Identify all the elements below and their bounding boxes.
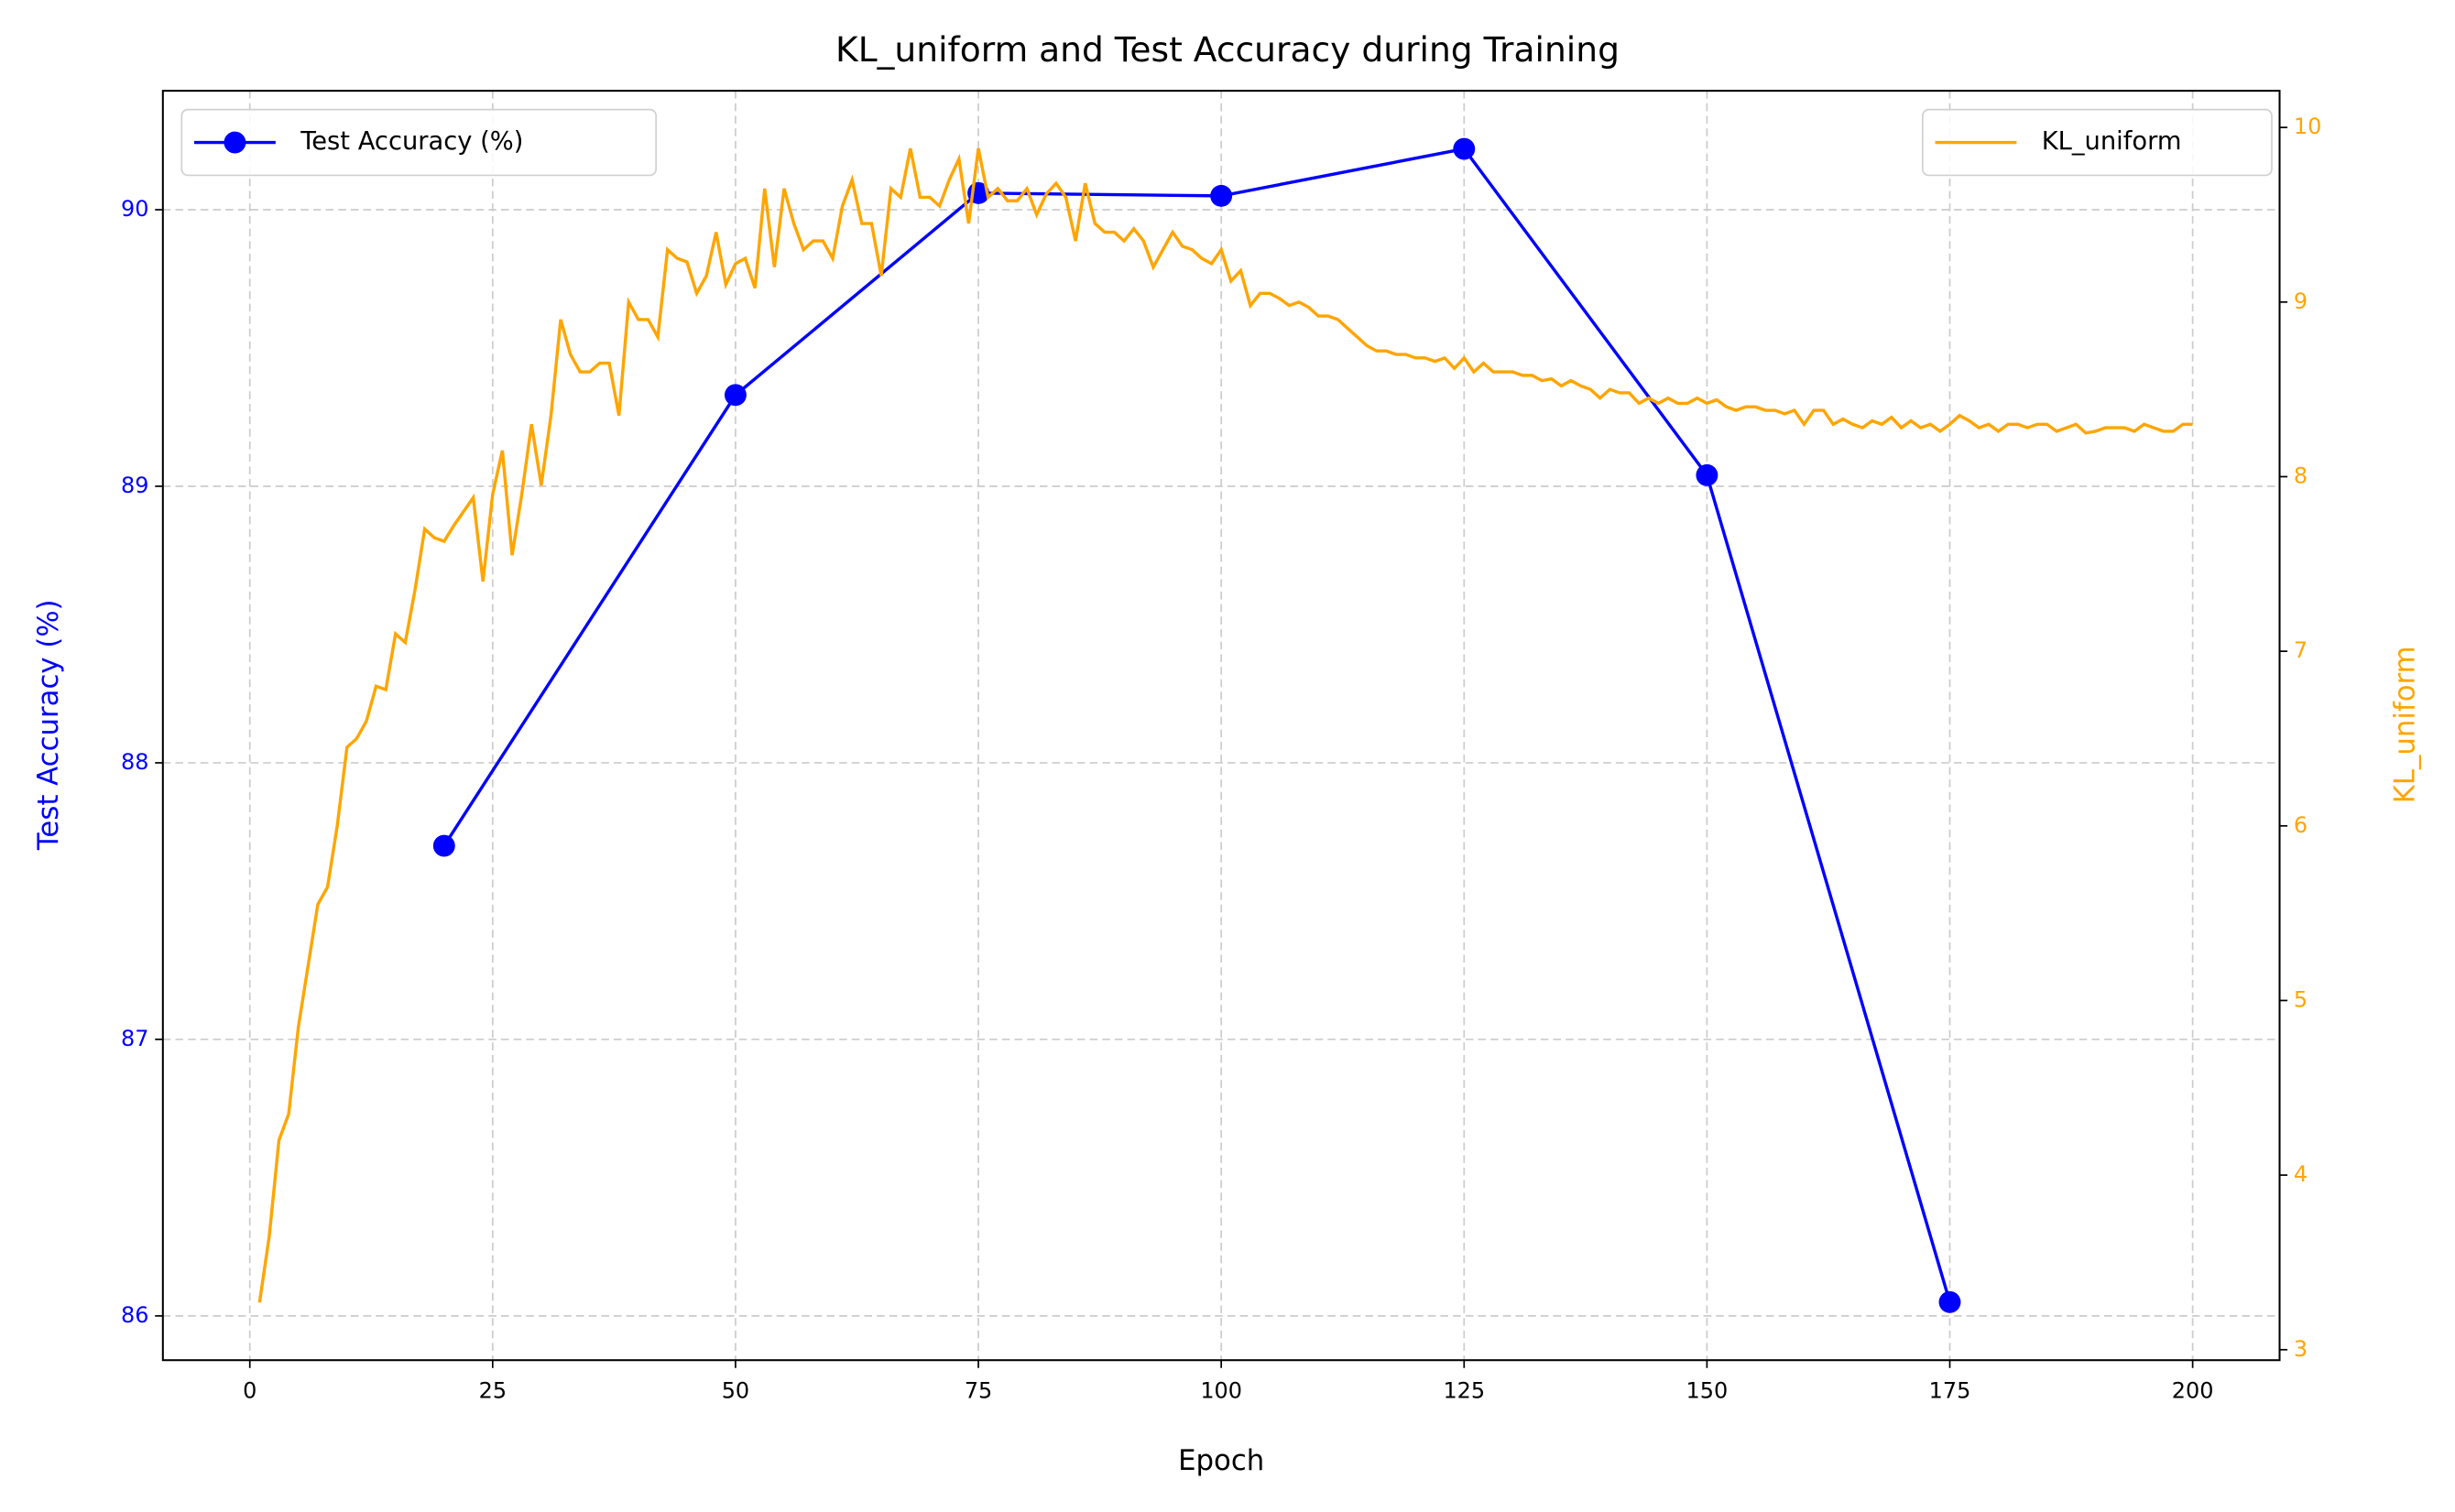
x-tick-label: 175 [1929, 1377, 1971, 1403]
x-tick-label: 200 [2172, 1377, 2214, 1403]
y-tick-label: 89 [121, 473, 148, 498]
y2-tick-label: 4 [2294, 1161, 2308, 1187]
y2-tick-label: 7 [2294, 637, 2308, 663]
data-point [1210, 184, 1233, 207]
data-point [724, 384, 747, 407]
legend-box [1921, 108, 2273, 177]
legend-label: KL_uniform [2042, 127, 2182, 156]
y2-tick-label: 6 [2294, 812, 2308, 838]
data-point [1696, 463, 1718, 486]
data-point [432, 834, 455, 857]
y-tick-label: 88 [121, 749, 148, 775]
x-tick-label: 125 [1443, 1377, 1485, 1403]
y-tick-label: 87 [121, 1026, 148, 1051]
x-tick-label: 25 [479, 1377, 507, 1403]
x-axis-label: Epoch [1178, 1444, 1264, 1477]
legend-label: Test Accuracy (%) [300, 127, 523, 156]
y2-tick-label: 9 [2294, 288, 2308, 314]
y2-tick-label: 5 [2294, 986, 2308, 1012]
chart-title: KL_uniform and Test Accuracy during Trai… [835, 29, 1620, 70]
y2-axis-label: KL_uniform [2388, 646, 2421, 803]
x-tick-label: 0 [243, 1377, 256, 1403]
data-point [1938, 1290, 1961, 1313]
data-point [1453, 137, 1476, 160]
y2-tick-label: 10 [2294, 114, 2321, 139]
plot-frame [161, 90, 2281, 1362]
series-line [257, 147, 2193, 1303]
x-tick-label: 150 [1686, 1377, 1729, 1403]
legend-marker [224, 131, 246, 154]
y-tick-label: 86 [121, 1302, 148, 1328]
legend-box [180, 108, 658, 177]
series-line [442, 147, 1952, 1303]
y-axis-label: Test Accuracy (%) [32, 599, 65, 851]
x-tick-label: 75 [965, 1377, 992, 1403]
x-tick-label: 50 [722, 1377, 749, 1403]
y2-tick-label: 8 [2294, 462, 2308, 488]
y2-tick-label: 3 [2294, 1336, 2308, 1362]
y-tick-label: 90 [121, 196, 148, 222]
x-tick-label: 100 [1200, 1377, 1242, 1403]
